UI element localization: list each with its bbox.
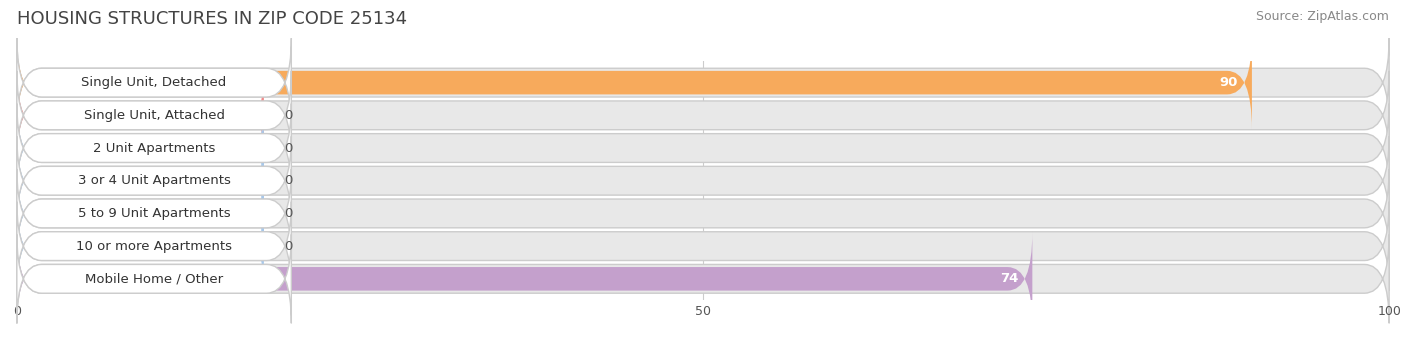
Text: 90: 90: [1220, 76, 1239, 89]
FancyBboxPatch shape: [17, 71, 291, 160]
FancyBboxPatch shape: [17, 38, 291, 127]
Text: Single Unit, Detached: Single Unit, Detached: [82, 76, 226, 89]
Text: 10 or more Apartments: 10 or more Apartments: [76, 240, 232, 253]
FancyBboxPatch shape: [17, 169, 291, 258]
FancyBboxPatch shape: [17, 35, 1251, 130]
Text: Mobile Home / Other: Mobile Home / Other: [84, 272, 224, 285]
Text: 0: 0: [284, 142, 292, 154]
Text: 5 to 9 Unit Apartments: 5 to 9 Unit Apartments: [77, 207, 231, 220]
Text: 0: 0: [284, 207, 292, 220]
Text: 0: 0: [284, 240, 292, 253]
FancyBboxPatch shape: [17, 104, 291, 193]
FancyBboxPatch shape: [17, 136, 1389, 225]
FancyBboxPatch shape: [17, 202, 1389, 291]
Text: HOUSING STRUCTURES IN ZIP CODE 25134: HOUSING STRUCTURES IN ZIP CODE 25134: [17, 10, 406, 28]
FancyBboxPatch shape: [17, 202, 291, 291]
FancyBboxPatch shape: [17, 104, 1389, 193]
FancyBboxPatch shape: [17, 234, 1389, 323]
FancyBboxPatch shape: [17, 169, 1389, 258]
FancyBboxPatch shape: [17, 232, 1032, 326]
FancyBboxPatch shape: [17, 68, 264, 162]
FancyBboxPatch shape: [17, 166, 264, 261]
Text: 3 or 4 Unit Apartments: 3 or 4 Unit Apartments: [77, 174, 231, 187]
FancyBboxPatch shape: [17, 234, 291, 323]
FancyBboxPatch shape: [17, 101, 264, 195]
Text: 2 Unit Apartments: 2 Unit Apartments: [93, 142, 215, 154]
Text: Source: ZipAtlas.com: Source: ZipAtlas.com: [1256, 10, 1389, 23]
FancyBboxPatch shape: [17, 38, 1389, 127]
Text: 0: 0: [284, 109, 292, 122]
FancyBboxPatch shape: [17, 199, 264, 293]
FancyBboxPatch shape: [17, 71, 1389, 160]
FancyBboxPatch shape: [17, 136, 291, 225]
FancyBboxPatch shape: [17, 134, 264, 228]
Text: Single Unit, Attached: Single Unit, Attached: [83, 109, 225, 122]
Text: 0: 0: [284, 174, 292, 187]
Text: 74: 74: [1000, 272, 1018, 285]
